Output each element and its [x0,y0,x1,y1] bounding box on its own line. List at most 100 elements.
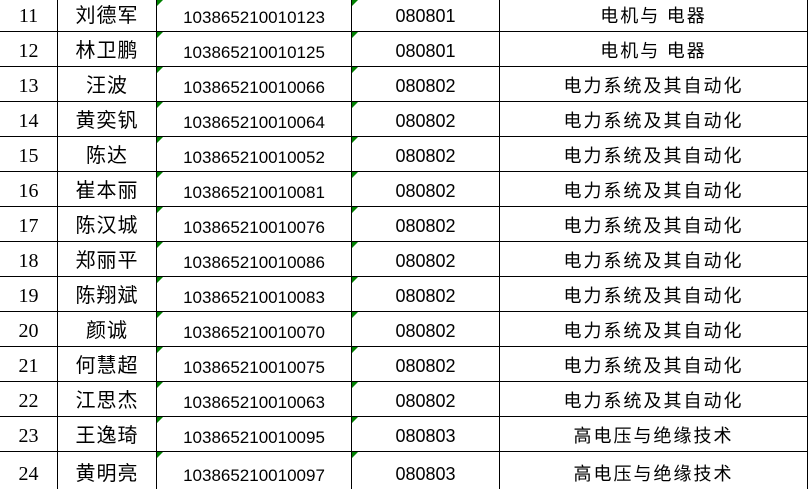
cell-student-name[interactable]: 崔本丽 [58,172,157,207]
cell-student-name[interactable]: 王逸琦 [58,417,157,452]
cell-major-code[interactable]: 080803 [352,452,500,489]
cell-student-name[interactable]: 颜诚 [58,312,157,347]
candidate-id-text: 103865210010086 [183,253,325,272]
number-as-text-indicator-icon [352,172,358,178]
cell-candidate-id[interactable]: 103865210010063 [157,382,352,417]
cell-major-name[interactable]: 电力系统及其自动化 [500,137,808,172]
number-as-text-indicator-icon [352,32,358,38]
cell-row-number[interactable]: 22 [0,382,58,417]
candidate-id-text: 103865210010095 [183,428,325,447]
major-name-text: 电力系统及其自动化 [563,181,744,201]
cell-major-name[interactable]: 电力系统及其自动化 [500,242,808,277]
cell-row-number[interactable]: 16 [0,172,58,207]
cell-major-name[interactable]: 电机与 电器 [500,0,808,32]
cell-major-code[interactable]: 080802 [352,312,500,347]
row-number-text: 19 [18,285,39,307]
cell-major-name[interactable]: 电力系统及其自动化 [500,102,808,137]
cell-major-code[interactable]: 080802 [352,242,500,277]
cell-row-number[interactable]: 23 [0,417,58,452]
cell-student-name[interactable]: 刘德军 [58,0,157,32]
cell-student-name[interactable]: 汪波 [58,67,157,102]
cell-row-number[interactable]: 17 [0,207,58,242]
cell-candidate-id[interactable]: 103865210010075 [157,347,352,382]
student-name-text: 汪波 [86,75,128,97]
cell-row-number[interactable]: 18 [0,242,58,277]
cell-row-number[interactable]: 19 [0,277,58,312]
cell-candidate-id[interactable]: 103865210010123 [157,0,352,32]
cell-candidate-id[interactable]: 103865210010076 [157,207,352,242]
cell-row-number[interactable]: 24 [0,452,58,489]
table-row: 16 崔本丽 103865210010081 080802 电力系统及其自动化 [0,172,808,207]
cell-major-name[interactable]: 电力系统及其自动化 [500,207,808,242]
cell-student-name[interactable]: 江思杰 [58,382,157,417]
cell-major-name[interactable]: 电力系统及其自动化 [500,312,808,347]
student-name-text: 陈汉城 [75,215,139,237]
cell-candidate-id[interactable]: 103865210010064 [157,102,352,137]
major-code-text: 080802 [395,181,456,201]
row-number-text: 23 [18,425,39,447]
major-name-text: 电机与 电器 [600,41,707,61]
cell-student-name[interactable]: 陈汉城 [58,207,157,242]
cell-row-number[interactable]: 14 [0,102,58,137]
cell-major-code[interactable]: 080802 [352,347,500,382]
student-name-text: 江思杰 [75,390,139,412]
cell-major-name[interactable]: 电力系统及其自动化 [500,347,808,382]
cell-candidate-id[interactable]: 103865210010052 [157,137,352,172]
row-number-text: 12 [18,40,39,62]
cell-row-number[interactable]: 20 [0,312,58,347]
cell-major-code[interactable]: 080801 [352,32,500,67]
cell-student-name[interactable]: 郑丽平 [58,242,157,277]
cell-row-number[interactable]: 15 [0,137,58,172]
cell-student-name[interactable]: 林卫鹏 [58,32,157,67]
cell-row-number[interactable]: 13 [0,67,58,102]
cell-major-code[interactable]: 080803 [352,417,500,452]
major-name-text: 高电压与绝缘技术 [573,464,734,484]
number-as-text-indicator-icon [352,277,358,283]
cell-major-name[interactable]: 电力系统及其自动化 [500,277,808,312]
cell-major-code[interactable]: 080801 [352,0,500,32]
cell-candidate-id[interactable]: 103865210010097 [157,452,352,489]
cell-candidate-id[interactable]: 103865210010086 [157,242,352,277]
cell-major-name[interactable]: 电力系统及其自动化 [500,382,808,417]
candidate-id-text: 103865210010097 [183,466,325,485]
cell-student-name[interactable]: 陈翔斌 [58,277,157,312]
cell-student-name[interactable]: 黄明亮 [58,452,157,489]
cell-row-number[interactable]: 21 [0,347,58,382]
cell-major-code[interactable]: 080802 [352,382,500,417]
student-name-text: 王逸琦 [75,425,139,447]
cell-major-name[interactable]: 高电压与绝缘技术 [500,452,808,489]
cell-candidate-id[interactable]: 103865210010125 [157,32,352,67]
number-as-text-indicator-icon [157,417,163,423]
table-row: 19 陈翔斌 103865210010083 080802 电力系统及其自动化 [0,277,808,312]
row-number-text: 13 [18,75,39,97]
cell-row-number[interactable]: 11 [0,0,58,32]
cell-candidate-id[interactable]: 103865210010070 [157,312,352,347]
cell-major-name[interactable]: 电力系统及其自动化 [500,67,808,102]
cell-major-code[interactable]: 080802 [352,207,500,242]
cell-candidate-id[interactable]: 103865210010083 [157,277,352,312]
cell-major-name[interactable]: 电力系统及其自动化 [500,172,808,207]
table-row: 24 黄明亮 103865210010097 080803 高电压与绝缘技术 [0,452,808,489]
number-as-text-indicator-icon [157,452,163,458]
major-name-text: 电力系统及其自动化 [563,391,744,411]
cell-row-number[interactable]: 12 [0,32,58,67]
major-code-text: 080802 [395,391,456,411]
number-as-text-indicator-icon [352,207,358,213]
cell-major-code[interactable]: 080802 [352,172,500,207]
cell-major-name[interactable]: 电机与 电器 [500,32,808,67]
student-name-text: 林卫鹏 [75,40,139,62]
cell-major-name[interactable]: 高电压与绝缘技术 [500,417,808,452]
cell-student-name[interactable]: 何慧超 [58,347,157,382]
cell-major-code[interactable]: 080802 [352,67,500,102]
cell-student-name[interactable]: 陈达 [58,137,157,172]
cell-major-code[interactable]: 080802 [352,277,500,312]
number-as-text-indicator-icon [157,312,163,318]
cell-candidate-id[interactable]: 103865210010066 [157,67,352,102]
cell-major-code[interactable]: 080802 [352,102,500,137]
cell-major-code[interactable]: 080802 [352,137,500,172]
cell-student-name[interactable]: 黄奕钒 [58,102,157,137]
cell-candidate-id[interactable]: 103865210010081 [157,172,352,207]
cell-candidate-id[interactable]: 103865210010095 [157,417,352,452]
number-as-text-indicator-icon [352,102,358,108]
major-name-text: 电力系统及其自动化 [563,356,744,376]
